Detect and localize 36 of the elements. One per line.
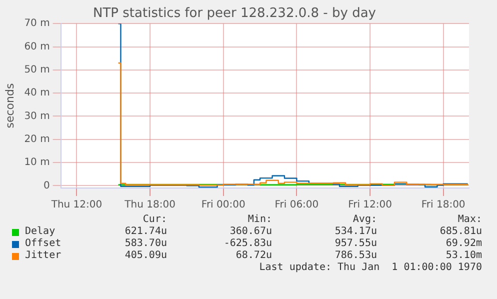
x-tick-label: Fri 06:00: [274, 200, 319, 211]
text: Avg:: [352, 214, 377, 226]
text: 957.55u: [334, 238, 377, 250]
y-tick-label: 50 m: [24, 64, 50, 76]
text: 68.72u: [234, 250, 272, 262]
text: Max:: [456, 214, 482, 226]
text: 583.70u: [124, 238, 167, 250]
x-tick-label: Fri 12:00: [348, 200, 392, 211]
y-tick-label: 10 m: [24, 157, 50, 168]
y-axis-title: seconds: [3, 83, 16, 128]
y-tick-label: 20 m: [24, 134, 50, 145]
text: Last update: Thu Jan 1 01:00:00 1970: [258, 262, 482, 274]
x-tick-label: Fri 18:00: [421, 200, 466, 211]
text: 360.67u: [228, 226, 272, 238]
text: 69.92m: [444, 238, 482, 250]
x-tick-label: Thu 18:00: [124, 200, 176, 211]
x-tick-label: Thu 12:00: [50, 200, 102, 211]
text: 534.17u: [334, 226, 377, 238]
text: 405.09u: [124, 250, 167, 262]
x-tick-label: Fri 00:00: [201, 200, 246, 211]
text: 786.53u: [334, 250, 377, 262]
legend-label: Delay: [25, 226, 56, 238]
text: Min:: [246, 214, 272, 226]
y-tick-label: 70 m: [24, 18, 50, 30]
y-tick-label: 30 m: [24, 110, 50, 122]
legend-label: Jitter: [25, 250, 62, 262]
text: 685.81u: [438, 226, 482, 238]
legend-label: Offset: [25, 238, 62, 250]
y-tick-label: 0: [43, 180, 50, 192]
text: Cur:: [142, 214, 167, 226]
text: 621.74u: [124, 226, 167, 238]
chart-title: NTP statistics for peer 128.232.0.8 - by day: [93, 6, 376, 22]
text: -625.83u: [222, 238, 272, 250]
text: 53.10m: [444, 250, 482, 262]
y-tick-label: 40 m: [24, 88, 50, 99]
y-tick-label: 60 m: [24, 41, 50, 52]
